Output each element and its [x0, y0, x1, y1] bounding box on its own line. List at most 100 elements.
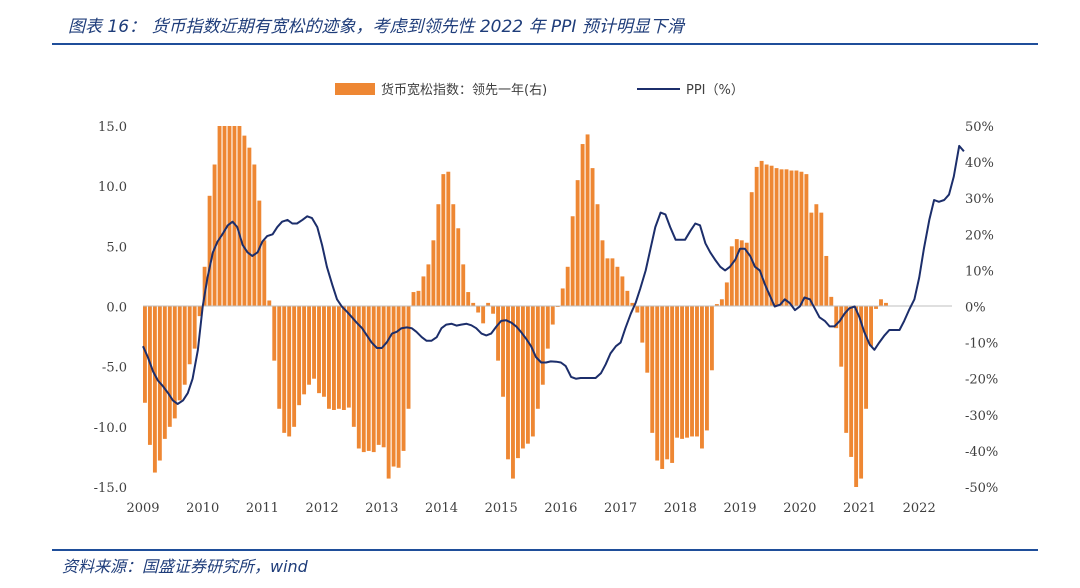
bar-mark [670, 306, 675, 463]
bar-mark [565, 266, 570, 307]
ppi-line [142, 144, 965, 405]
bar-mark [520, 306, 525, 449]
bar-mark [162, 306, 167, 439]
bar-mark [650, 306, 655, 433]
bar-mark [779, 169, 784, 307]
source-rule [52, 549, 1038, 551]
title-rule [52, 43, 1038, 45]
left-tick-label: -5.0 [102, 361, 127, 376]
x-tick-label: 2018 [664, 501, 697, 516]
bar-mark [237, 126, 242, 307]
bar-mark [525, 306, 530, 444]
bar-mark [282, 306, 287, 433]
bar-mark [754, 166, 759, 307]
bar-mark [879, 299, 883, 307]
bar-mark [317, 306, 321, 394]
bar-mark [172, 306, 177, 419]
bar-mark [406, 306, 411, 409]
x-tick-label: 2013 [365, 501, 398, 516]
bar-mark [660, 306, 665, 469]
right-tick-label: -40% [965, 445, 998, 460]
bar-mark [859, 306, 864, 479]
x-tick-label: 2015 [485, 501, 518, 516]
bar-mark [685, 306, 689, 438]
bar-mark [625, 290, 630, 307]
bar-series [143, 126, 888, 487]
bar-mark [884, 302, 888, 307]
bar-mark [844, 306, 849, 433]
right-tick-label: -20% [965, 373, 998, 388]
right-tick-label: 20% [965, 228, 994, 243]
bar-mark [839, 306, 844, 367]
bar-mark [580, 144, 585, 307]
bar-mark [570, 216, 575, 307]
bar-mark [516, 306, 520, 459]
bar-mark [252, 164, 257, 307]
bar-mark [819, 212, 824, 307]
bar-mark [630, 302, 635, 307]
bar-mark [287, 306, 292, 437]
bar-mark [834, 306, 839, 329]
bar-mark [147, 306, 152, 445]
bar-mark [341, 306, 346, 410]
right-tick-label: -30% [965, 409, 998, 424]
left-tick-label: 15.0 [98, 120, 127, 135]
bar-mark [431, 240, 436, 307]
bar-mark [336, 306, 341, 409]
legend-bar-label: 货币宽松指数：领先一年(右) [381, 82, 547, 98]
x-tick-label: 2014 [425, 501, 458, 516]
bar-mark [545, 306, 550, 349]
bar-mark [461, 264, 466, 307]
bar-mark [585, 134, 590, 307]
x-tick-label: 2010 [186, 501, 219, 516]
bar-mark [769, 165, 774, 307]
bar-mark [645, 306, 650, 373]
bar-mark [182, 306, 187, 385]
bar-mark [540, 306, 545, 385]
bar-mark [446, 171, 451, 307]
x-tick-label: 2009 [126, 501, 159, 516]
bar-mark [272, 306, 277, 361]
right-tick-label: 30% [965, 192, 994, 207]
bar-mark [675, 306, 680, 438]
bar-mark [744, 242, 749, 307]
bar-mark [595, 204, 600, 307]
bar-mark [640, 306, 645, 343]
bar-mark [386, 306, 391, 479]
bar-mark [292, 306, 297, 427]
x-tick-label: 2021 [843, 501, 876, 516]
bar-mark [804, 174, 809, 307]
legend-bar-swatch [335, 83, 375, 95]
bar-mark [809, 212, 814, 307]
bar-mark [734, 239, 739, 307]
left-tick-label: -15.0 [94, 481, 127, 496]
bar-mark [257, 200, 262, 307]
bar-mark [829, 296, 834, 307]
figure-title: 图表 16： 货币指数近期有宽松的迹象，考虑到领先性 2022 年 PPI 预计… [68, 17, 684, 37]
bar-mark [799, 171, 804, 307]
x-tick-label: 2020 [783, 501, 816, 516]
right-tick-label: 40% [965, 156, 994, 171]
bar-mark [695, 306, 699, 437]
x-tick-label: 2012 [306, 501, 339, 516]
bar-mark [471, 302, 476, 307]
bar-mark [481, 306, 486, 324]
bar-mark [491, 306, 496, 314]
bar-mark [615, 266, 620, 307]
bar-mark [187, 306, 192, 365]
bar-mark [197, 306, 202, 317]
bar-mark [824, 255, 829, 307]
bar-mark [774, 168, 779, 307]
bar-mark [784, 169, 789, 307]
bar-mark [610, 258, 615, 307]
right-tick-label: 10% [965, 264, 994, 279]
x-tick-label: 2017 [604, 501, 637, 516]
bar-mark [869, 306, 873, 347]
bar-mark [724, 282, 729, 307]
left-tick-label: 10.0 [98, 180, 127, 195]
bar-mark [496, 306, 500, 361]
legend-line-label: PPI（%） [686, 83, 744, 98]
bar-mark [655, 306, 660, 461]
left-tick-label: 5.0 [106, 240, 127, 255]
